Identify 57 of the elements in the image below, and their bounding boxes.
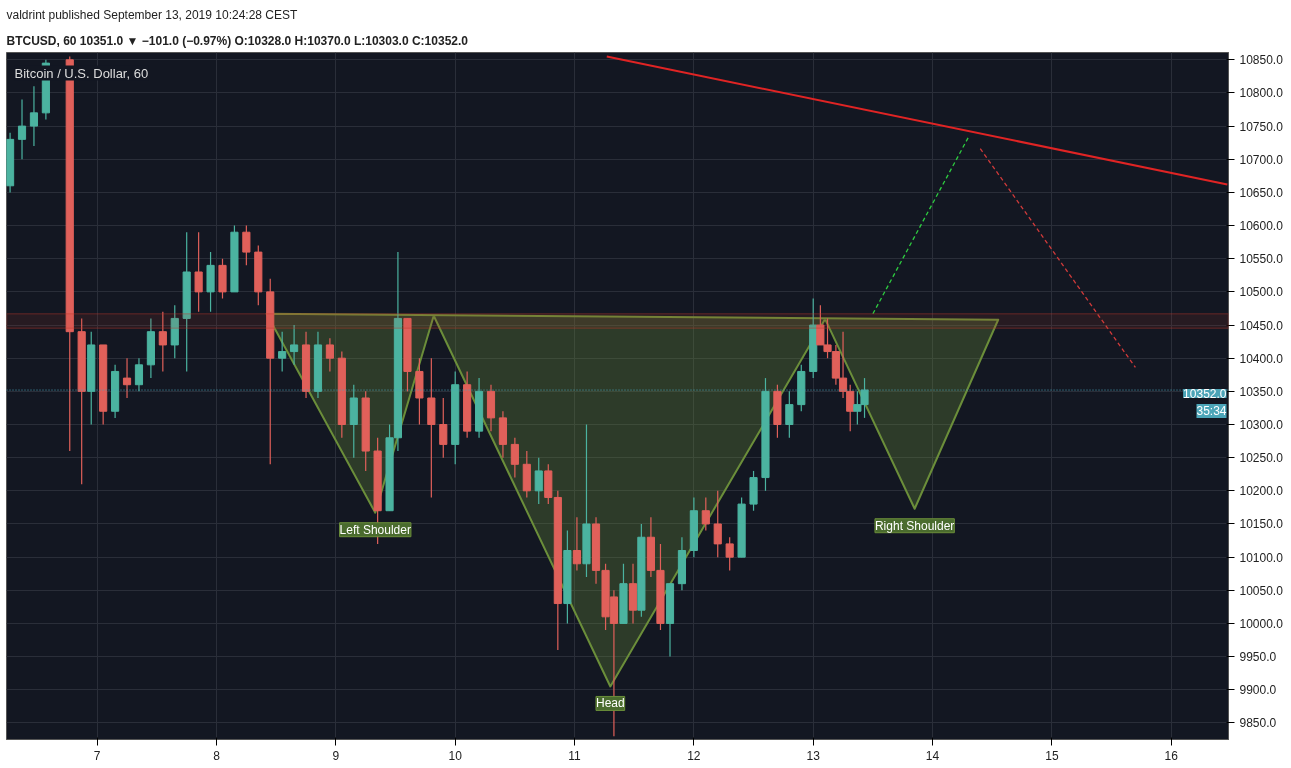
y-tick-label: 10200.0 <box>1239 484 1284 499</box>
candlestick <box>325 337 334 373</box>
candlestick <box>725 536 734 571</box>
y-tick-label: 10450.0 <box>1239 318 1284 333</box>
candlestick <box>242 224 251 266</box>
candlestick <box>134 357 144 392</box>
x-tick-label: 14 <box>925 748 940 763</box>
x-tick-label: 12 <box>687 748 701 763</box>
y-tick-label: 10500.0 <box>1239 285 1284 300</box>
y-tick-label: 10400.0 <box>1239 351 1284 366</box>
candlestick <box>29 85 39 147</box>
candlestick <box>122 357 132 399</box>
x-tick-label: 13 <box>806 748 821 763</box>
candlestick <box>158 311 167 373</box>
y-tick-label: 10100.0 <box>1239 550 1284 565</box>
y-tick-label: 10350.0 <box>1239 384 1284 399</box>
candlestick <box>290 324 299 366</box>
annotation: Left Shoulder <box>339 522 411 537</box>
annotation: Head <box>596 696 625 711</box>
chart-title: valdrint published September 13, 2019 10:24:28 CEST <box>6 7 299 22</box>
candlestick <box>534 457 543 505</box>
y-tick-label: 9900.0 <box>1239 683 1277 698</box>
annotation: 35:34 <box>1196 404 1227 419</box>
candlestick <box>17 98 27 160</box>
y-tick-label: 10650.0 <box>1239 185 1284 200</box>
x-tick-label: 9 <box>332 748 340 763</box>
chart-subtitle: BTCUSD, 60 10351.0 ▼ −101.0 (−0.97%) O:10328.0 H:10370.0 L:10303.0 C:10352.0 <box>6 33 469 48</box>
y-tick-label: 10150.0 <box>1239 517 1284 532</box>
y-tick-label: 10750.0 <box>1239 119 1284 134</box>
candlestick <box>572 516 582 571</box>
candlestick <box>510 437 519 479</box>
x-tick-label: 10 <box>448 748 463 763</box>
y-tick-label: 10700.0 <box>1239 152 1284 167</box>
y-tick-label: 9850.0 <box>1239 716 1277 731</box>
y-tick-label: 10850.0 <box>1239 53 1284 68</box>
annotation: Right Shoulder <box>874 518 955 533</box>
y-tick-label: 9950.0 <box>1239 650 1277 665</box>
candlestick <box>701 496 710 532</box>
y-tick-label: 10000.0 <box>1239 616 1284 631</box>
x-tick-label: 16 <box>1164 748 1179 763</box>
x-tick-label: 8 <box>213 748 221 763</box>
x-tick-label: 7 <box>93 748 101 763</box>
y-tick-label: 10300.0 <box>1239 418 1284 433</box>
y-tick-label: 10600.0 <box>1239 219 1284 234</box>
y-tick-label: 10550.0 <box>1239 252 1284 267</box>
candlestick <box>785 390 794 439</box>
candlestick <box>439 397 448 459</box>
candlestick <box>278 331 287 373</box>
candlestick <box>194 231 203 313</box>
annotation: Bitcoin / U.S. Dollar, 60 <box>14 65 149 81</box>
x-tick-label: 11 <box>568 748 582 763</box>
ref-line-label: 10352.0 <box>1183 387 1227 402</box>
x-tick-label: 15 <box>1045 748 1059 763</box>
candlestick <box>713 490 722 558</box>
y-tick-label: 10050.0 <box>1239 583 1284 598</box>
y-tick-label: 10250.0 <box>1239 451 1284 466</box>
y-tick-label: 10800.0 <box>1239 86 1284 101</box>
